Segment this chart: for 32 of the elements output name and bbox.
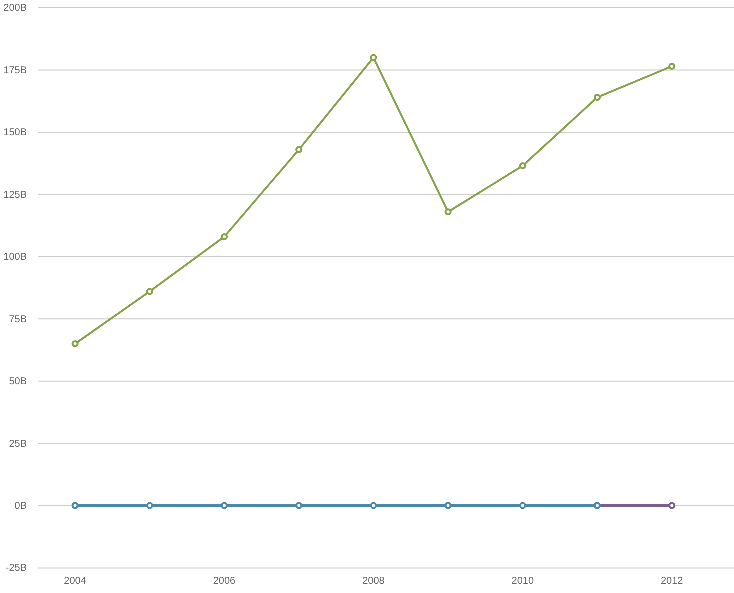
point [594,94,602,102]
y-tick-label: 100B [4,252,28,264]
x-tick-label: 2004 [64,576,87,588]
point [220,233,228,240]
point [444,208,452,216]
x-tick-label: 2012 [660,576,684,588]
y-tick-label: 75B [9,314,28,326]
x-tick-label: 2010 [512,576,534,588]
y-tick-label: -25B [6,563,28,574]
point [668,62,676,70]
point [72,502,79,510]
point [146,288,154,296]
point [370,502,378,510]
y-tick-label: 125B [4,190,28,201]
y-tick-label: 150B [4,128,28,139]
point [296,146,303,154]
y-tick-label: 50B [9,376,28,388]
point [519,502,526,510]
point [519,162,526,170]
point [444,502,452,510]
y-tick-label: 175B [4,65,28,76]
x-tick-label: 2006 [213,576,236,588]
y-tick-label: 200B [4,3,28,14]
point [668,502,676,510]
y-tick-label: 0B [14,500,28,512]
y-tick-label: 25B [9,438,28,450]
point [220,502,228,510]
x-tick-label: 2008 [362,576,386,588]
point [296,502,303,510]
point [146,502,154,510]
point [72,340,79,348]
point [370,54,378,62]
